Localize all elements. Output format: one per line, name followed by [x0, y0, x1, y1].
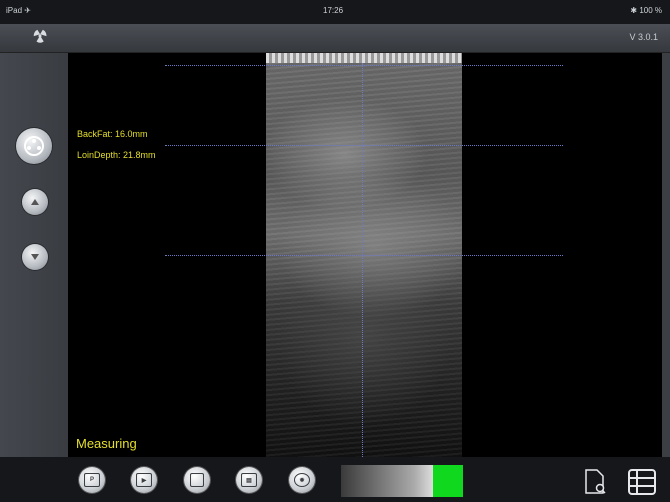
photo-icon: P: [84, 473, 100, 487]
carrier-text: iPad ✈: [6, 6, 31, 15]
left-sidebar: [0, 53, 68, 457]
backfat-label: BackFat: 16.0mm: [77, 129, 148, 139]
probe-button[interactable]: [16, 128, 52, 164]
probe-icon: [24, 136, 44, 156]
save-icon: [190, 473, 204, 487]
nav-bar: V 3.0.1: [0, 24, 670, 53]
video-button[interactable]: ▶: [131, 467, 157, 493]
measuring-status: Measuring: [76, 436, 137, 451]
settings-button[interactable]: ✹: [289, 467, 315, 493]
settings-icon: ✹: [294, 473, 310, 487]
measure-line-vertical: [362, 63, 363, 457]
loindepth-label: LoinDepth: 21.8mm: [77, 150, 156, 160]
save-button[interactable]: [184, 467, 210, 493]
radiation-icon[interactable]: [32, 28, 48, 44]
list-icon[interactable]: [628, 469, 656, 495]
battery-text: ✱ 100 %: [630, 6, 662, 15]
photo-button[interactable]: P: [79, 467, 105, 493]
measure-line-loin: [165, 255, 563, 256]
measure-line-top: [165, 65, 563, 66]
scan-header-strip: [266, 53, 462, 63]
gain-slider[interactable]: [341, 465, 463, 497]
time-text: 17:26: [323, 6, 344, 15]
document-search-icon[interactable]: [584, 469, 606, 495]
ultrasound-view[interactable]: BackFat: 16.0mm LoinDepth: 21.8mm Measur…: [68, 53, 662, 457]
down-arrow-icon: [31, 254, 39, 260]
gain-level-indicator: [433, 465, 463, 497]
video-icon: ▶: [136, 473, 152, 487]
report-button[interactable]: ▤: [236, 467, 262, 493]
up-arrow-icon: [31, 199, 39, 205]
right-edge: [662, 53, 670, 457]
report-icon: ▤: [241, 473, 257, 487]
version-label: V 3.0.1: [629, 32, 658, 42]
measure-line-backfat: [165, 145, 563, 146]
status-bar: iPad ✈ 17:26 ✱ 100 %: [0, 0, 670, 24]
up-button[interactable]: [22, 189, 48, 215]
bottom-toolbar: P ▶ ▤ ✹: [0, 457, 670, 502]
down-button[interactable]: [22, 244, 48, 270]
